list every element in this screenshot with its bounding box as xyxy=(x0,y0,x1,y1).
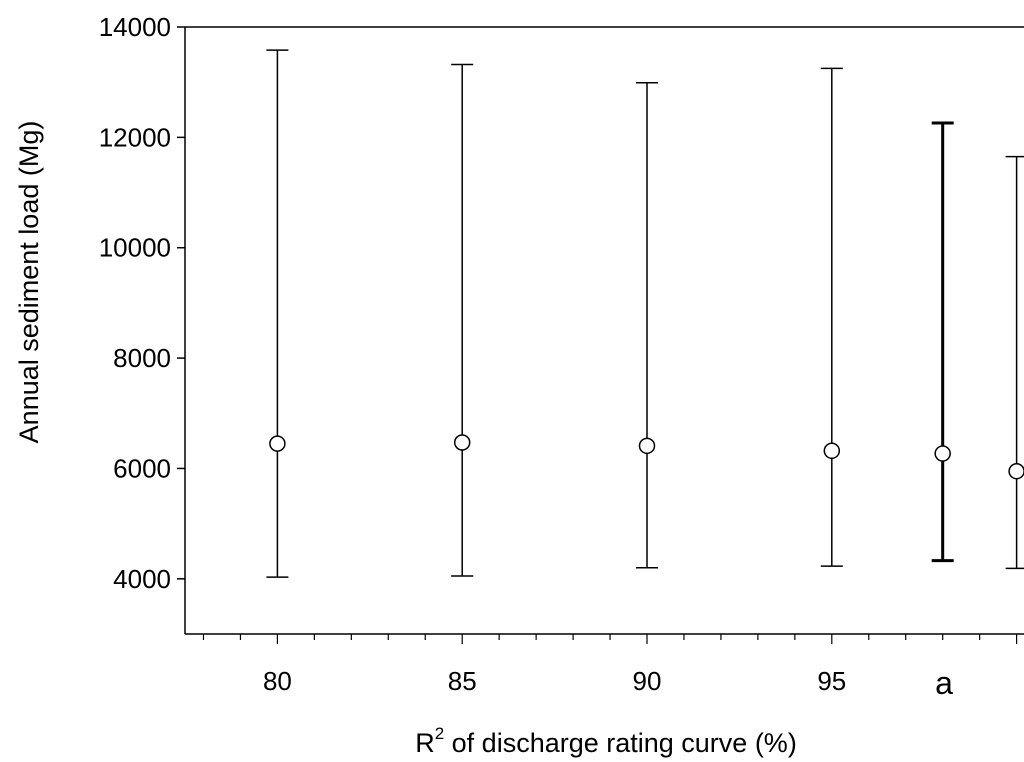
panel-label: a xyxy=(935,665,953,701)
x-axis-title-main: R xyxy=(415,728,435,758)
x-ticks: 80 85 90 95 xyxy=(202,634,1018,696)
mean-markers xyxy=(269,434,1024,480)
error-bars xyxy=(266,49,1024,578)
mean-marker xyxy=(934,445,951,462)
mean-marker xyxy=(1008,462,1024,480)
mean-marker xyxy=(453,434,471,451)
x-axis-title: R2 of discharge rating curve (%) xyxy=(415,724,797,758)
y-tick-label: 4000 xyxy=(113,564,171,594)
y-tick-label: 8000 xyxy=(113,343,171,373)
y-tick-label: 12000 xyxy=(99,122,171,152)
mean-marker xyxy=(269,435,286,452)
y-tick-label: 14000 xyxy=(99,12,171,42)
x-tick-label: 90 xyxy=(633,666,662,696)
x-tick-label: 85 xyxy=(448,666,477,696)
x-tick-label: 80 xyxy=(263,666,292,696)
y-ticks: 4000 6000 8000 10000 12000 14000 xyxy=(99,12,185,594)
x-axis-title-rest: of discharge rating curve (%) xyxy=(444,728,797,758)
x-tick-label: 95 xyxy=(817,666,846,696)
y-axis-title: Annual sediment load (Mg) xyxy=(14,121,44,444)
y-tick-label: 6000 xyxy=(113,453,171,483)
x-axis-title-superscript: 2 xyxy=(435,724,444,743)
y-tick-label: 10000 xyxy=(99,233,171,263)
mean-marker xyxy=(638,437,656,455)
mean-marker xyxy=(823,442,841,460)
